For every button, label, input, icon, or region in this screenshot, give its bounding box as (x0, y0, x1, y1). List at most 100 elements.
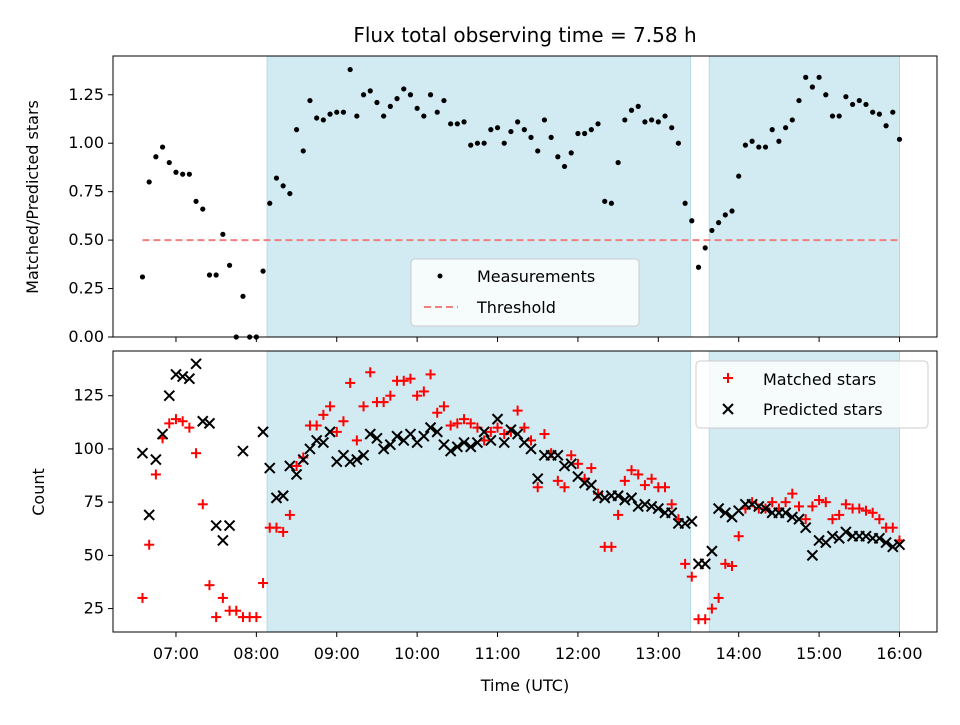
data-point (405, 373, 416, 384)
data-point (642, 119, 648, 125)
data-point (474, 140, 481, 146)
data-point (887, 522, 898, 533)
data-point (137, 592, 148, 603)
data-point (813, 534, 825, 547)
data-point (431, 426, 443, 438)
data-point (237, 445, 249, 457)
data-point (459, 414, 470, 425)
data-point (290, 468, 303, 481)
data-point (619, 494, 631, 506)
data-point (184, 422, 195, 433)
data-point (451, 441, 464, 453)
data-point (211, 612, 222, 623)
data-point (511, 428, 524, 440)
data-point (418, 386, 429, 397)
x-tick-label: 13:00 (635, 644, 681, 663)
data-point (829, 113, 836, 119)
data-point (782, 125, 789, 131)
data-point (338, 416, 349, 427)
data-point (427, 92, 434, 98)
data-point (655, 119, 661, 125)
data-point (820, 497, 831, 508)
data-point (220, 231, 226, 237)
data-point (176, 370, 189, 383)
data-point (876, 111, 882, 117)
data-point (532, 482, 543, 493)
observing-interval-shade (708, 55, 900, 338)
data-point (588, 127, 594, 133)
data-point (287, 190, 293, 197)
data-point (512, 405, 523, 416)
data-point (807, 501, 818, 512)
data-point (425, 369, 436, 380)
data-point (180, 171, 186, 177)
data-point (150, 453, 162, 466)
data-point (733, 531, 744, 542)
data-point (679, 517, 691, 530)
data-point (662, 113, 668, 119)
data-point (164, 418, 175, 429)
data-point (625, 492, 638, 504)
data-point (284, 509, 295, 520)
data-point (163, 389, 175, 402)
data-point (599, 492, 611, 504)
data-point (424, 421, 437, 434)
data-point (736, 173, 742, 179)
data-point (204, 580, 215, 591)
data-point (867, 507, 878, 518)
data-point (874, 514, 885, 525)
plot-frame (112, 350, 938, 633)
data-point (454, 121, 460, 127)
data-point (856, 97, 862, 104)
data-point (501, 140, 507, 146)
data-point (387, 103, 393, 109)
data-point (823, 92, 829, 98)
data-point (720, 558, 731, 569)
data-point (800, 514, 811, 525)
data-point (746, 498, 758, 510)
data-point (139, 274, 146, 280)
data-point (384, 438, 397, 451)
data-point (307, 97, 313, 104)
data-point (401, 86, 407, 92)
x-tick-label: 09:00 (314, 644, 360, 663)
data-point (143, 509, 155, 521)
data-point (197, 499, 208, 510)
data-point (367, 88, 373, 94)
data-point (258, 578, 269, 589)
data-point (291, 460, 302, 471)
legend-label-matched: Matched stars (763, 370, 876, 389)
data-point (347, 66, 353, 73)
observing-interval-shade (266, 350, 691, 633)
data-point (635, 103, 641, 109)
data-point (257, 426, 269, 438)
data-point (753, 500, 765, 513)
data-point (452, 418, 463, 429)
data-point (318, 409, 329, 420)
y-tick-label: 0.50 (68, 230, 104, 249)
data-point (183, 372, 196, 385)
x-tick-label: 16:00 (876, 644, 922, 663)
data-point (191, 448, 202, 459)
data-point (575, 130, 581, 137)
data-point (491, 413, 504, 425)
x-tick-label: 14:00 (716, 644, 762, 663)
data-point (762, 144, 769, 150)
data-point (304, 443, 316, 455)
y-tick-label: 125 (73, 386, 104, 405)
data-point (438, 401, 449, 412)
data-point (418, 430, 430, 442)
data-point (345, 377, 356, 388)
data-point (860, 530, 872, 542)
data-point (381, 113, 387, 119)
data-point (327, 111, 333, 117)
data-point (699, 558, 711, 570)
data-point (652, 502, 665, 515)
data-point (860, 505, 871, 516)
data-point (340, 109, 347, 115)
data-point (170, 368, 182, 381)
data-point (528, 134, 534, 140)
data-point (203, 417, 216, 430)
data-point (786, 511, 799, 523)
data-point (863, 101, 869, 108)
